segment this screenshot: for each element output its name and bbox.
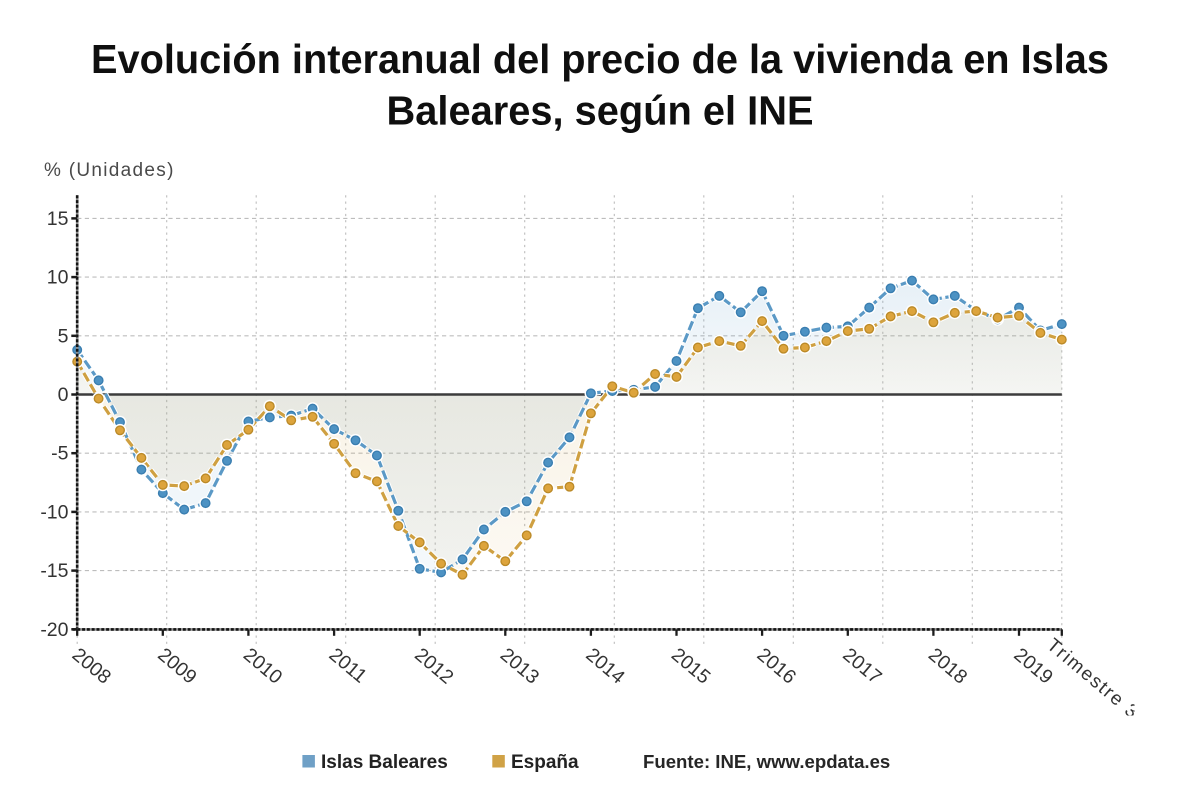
svg-text:5: 5	[58, 325, 69, 347]
svg-text:Fuente: INE, www.epdata.es: Fuente: INE, www.epdata.es	[643, 751, 890, 772]
svg-text:-15: -15	[40, 560, 68, 582]
svg-text:Baleares, según el INE: Baleares, según el INE	[387, 87, 814, 133]
svg-text:-10: -10	[40, 501, 68, 523]
svg-text:15: 15	[47, 208, 69, 230]
svg-text:España: España	[511, 752, 579, 773]
svg-text:Islas Baleares: Islas Baleares	[321, 752, 448, 773]
svg-text:Evolución interanual del preci: Evolución interanual del precio de la vi…	[91, 36, 1109, 82]
svg-text:10: 10	[47, 267, 69, 289]
svg-text:% (Unidades): % (Unidades)	[44, 160, 175, 181]
svg-text:0: 0	[58, 384, 69, 406]
svg-text:-5: -5	[51, 443, 68, 465]
svg-text:-20: -20	[40, 619, 68, 641]
